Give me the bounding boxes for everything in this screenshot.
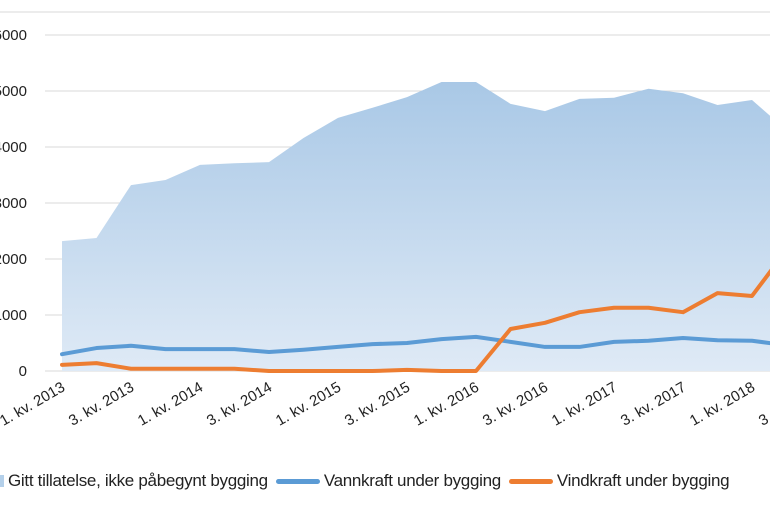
x-tick-label: 3. kv. 2018 [756, 379, 770, 430]
y-tick-label: 1000 [0, 307, 27, 324]
legend-item-hydro: Vannkraft under bygging [275, 471, 501, 491]
legend-item-permitted: Gitt tillatelse, ikke påbegynt bygging [0, 471, 268, 491]
line-series-hydro [60, 334, 770, 357]
x-tick-label: 1. kv. 2015 [273, 379, 344, 430]
x-tick-label: 1. kv. 2016 [411, 379, 482, 430]
legend-swatch-line [275, 478, 320, 484]
legend-label: Vindkraft under bygging [556, 471, 730, 490]
y-tick-label: 4000 [0, 139, 27, 156]
legend-label: Vannkraft under bygging [323, 471, 501, 490]
legend-swatch-area [0, 475, 4, 487]
x-tick-label: 3. kv. 2016 [480, 379, 551, 430]
legend-item-wind: Vindkraft under bygging [508, 471, 730, 491]
x-tick-label: 3. kv. 2014 [204, 379, 275, 430]
x-tick-label: 3. kv. 2015 [342, 379, 413, 430]
legend: Gitt tillatelse, ikke påbegynt bygging V… [0, 471, 737, 491]
x-tick-label: 3. kv. 2013 [66, 379, 137, 430]
line-series-wind [60, 268, 770, 373]
y-tick-label: 3000 [0, 195, 27, 212]
x-tick-label: 1. kv. 2018 [687, 379, 758, 430]
y-tick-label: 0 [19, 363, 27, 380]
y-tick-label: 2000 [0, 251, 27, 268]
x-tick-label: 1. kv. 2014 [135, 379, 206, 430]
legend-swatch-line [508, 478, 553, 484]
area-series-permitted [62, 82, 770, 371]
y-tick-label: 6000 [0, 27, 27, 44]
x-tick-label: 1. kv. 2017 [549, 379, 620, 430]
x-tick-label: 3. kv. 2017 [618, 379, 689, 430]
legend-label: Gitt tillatelse, ikke påbegynt bygging [8, 471, 268, 490]
y-tick-label: 5000 [0, 83, 27, 100]
x-tick-label: 1. kv. 2013 [0, 379, 68, 430]
